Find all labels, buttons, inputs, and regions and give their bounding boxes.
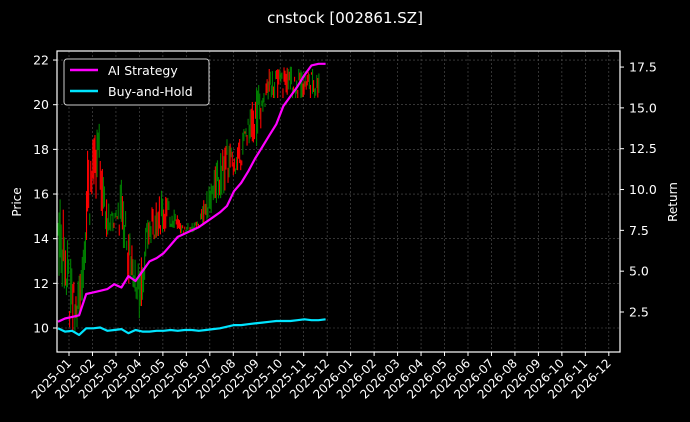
legend: AI Strategy Buy-and-Hold	[63, 58, 210, 106]
y-tick-label-right: 12.5	[629, 141, 657, 156]
left-y-axis: 10 12 14 16 18 20 22	[33, 53, 57, 336]
y-tick-label-left: 18	[33, 142, 49, 157]
y-axis-label-left: Price	[10, 187, 24, 216]
price-candles	[57, 66, 320, 332]
series-line-ai-strategy	[57, 62, 326, 323]
y-tick-label-left: 12	[33, 276, 49, 291]
x-axis: 2025-012025-022025-032025-042025-052025-…	[29, 352, 614, 402]
series-lines	[57, 62, 326, 336]
y-tick-label-left: 16	[33, 187, 49, 202]
y-tick-label-left: 20	[33, 97, 49, 112]
y-tick-label-right: 5.0	[629, 264, 649, 279]
legend-box	[63, 58, 210, 106]
y-tick-label-left: 14	[33, 231, 49, 246]
y-tick-label-left: 22	[33, 53, 49, 68]
y-tick-label-right: 17.5	[629, 60, 657, 75]
y-tick-label-right: 2.5	[629, 305, 649, 320]
series-line-buy-and-hold	[57, 318, 326, 336]
y-tick-label-right: 15.0	[629, 100, 657, 115]
y-tick-label-right: 7.5	[629, 223, 649, 238]
legend-label-ai-strategy: AI Strategy	[108, 63, 178, 78]
plot-frame	[56, 50, 621, 353]
legend-label-buy-and-hold: Buy-and-Hold	[108, 84, 193, 99]
y-tick-label-left: 10	[33, 321, 49, 336]
chart-title: cnstock [002861.SZ]	[267, 9, 423, 27]
right-y-axis: 2.5 5.0 7.5 10.0 12.5 15.0 17.5	[620, 60, 657, 320]
y-tick-label-right: 10.0	[629, 182, 657, 197]
y-axis-label-right: Return	[666, 182, 680, 222]
